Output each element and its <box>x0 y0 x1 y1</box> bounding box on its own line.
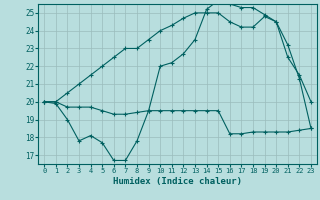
X-axis label: Humidex (Indice chaleur): Humidex (Indice chaleur) <box>113 177 242 186</box>
